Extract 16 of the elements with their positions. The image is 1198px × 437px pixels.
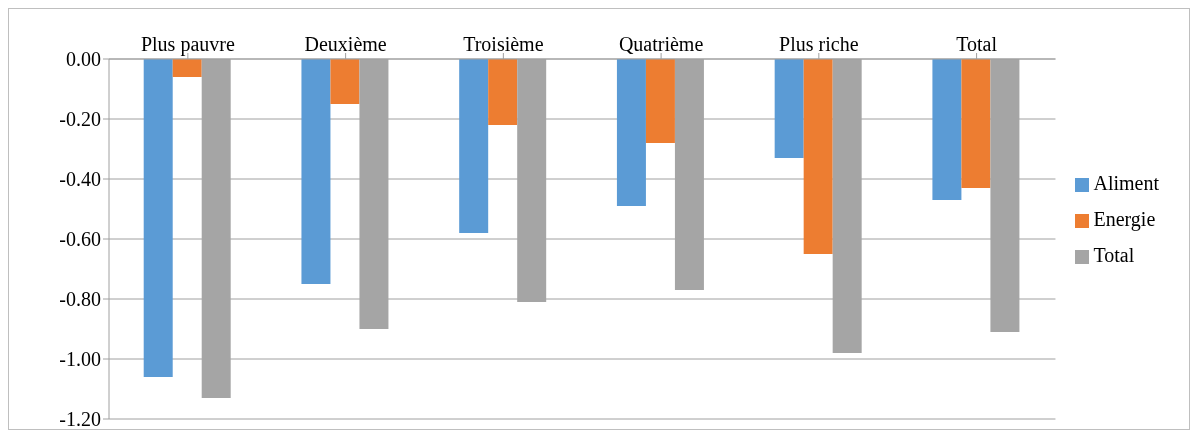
legend-label: Total [1093,244,1135,266]
y-tick-label: -0.20 [59,108,101,131]
y-tick-label: -1.20 [59,408,101,431]
y-tick-label: -0.80 [59,288,101,311]
y-tick-label: -0.40 [59,168,101,191]
x-tick-label: Plus pauvre [140,33,235,56]
legend-label: Energie [1093,208,1156,230]
y-tick-label: -1.00 [59,348,101,371]
x-tick-label: Troisième [463,33,544,55]
legend-label: Aliment [1093,172,1159,194]
y-tick-label: -0.60 [59,228,101,251]
x-tick-label: Plus riche [779,33,859,55]
x-tick-label: Total [956,33,998,55]
y-tick-label: 0.00 [66,48,101,71]
x-tick-label: Quatrième [618,33,704,55]
x-tick-label: Deuxième [304,33,387,55]
